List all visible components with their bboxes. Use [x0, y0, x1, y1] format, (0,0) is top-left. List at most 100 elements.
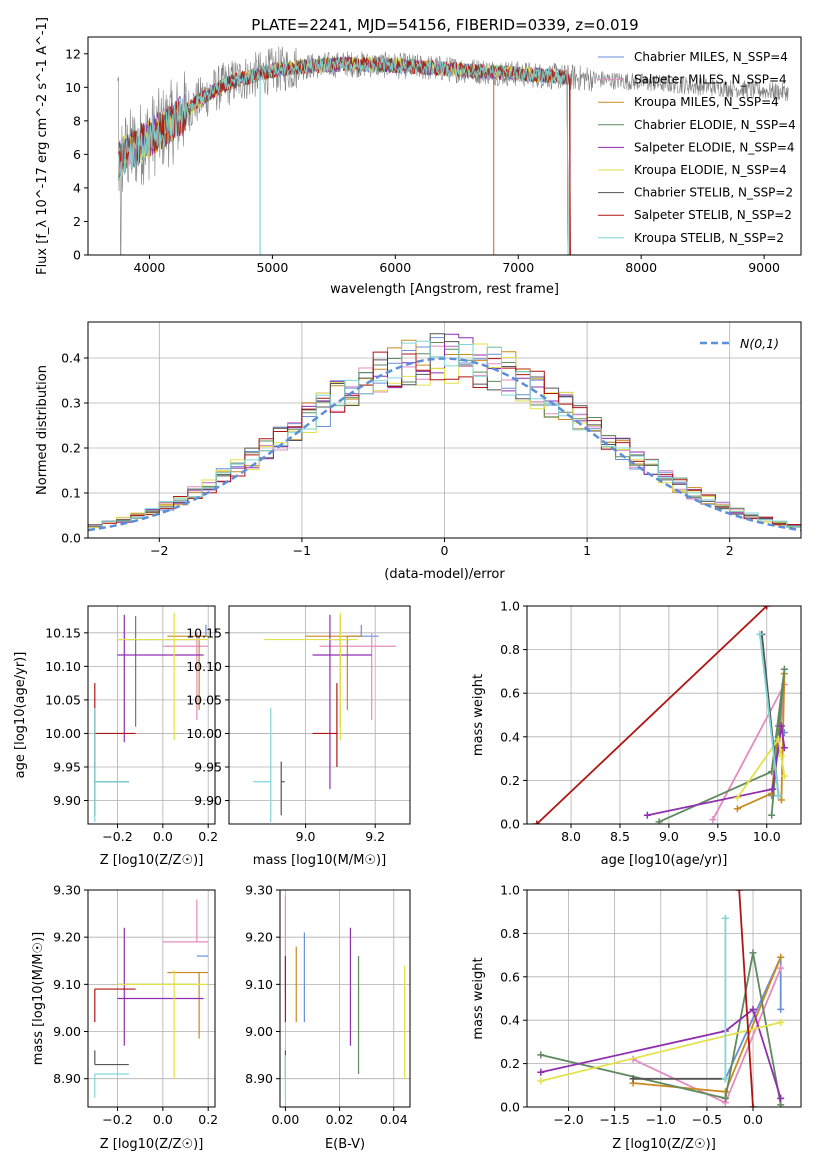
axes-frame	[87, 36, 802, 256]
weight-marker	[769, 785, 777, 793]
weight-marker	[777, 1094, 785, 1102]
axes-frame	[87, 889, 216, 1108]
y-axis-label: mass [log10(M/M☉)]	[31, 932, 46, 1065]
y-tick-label: 0.4	[500, 729, 520, 744]
y-tick-label: 9.95	[53, 759, 81, 774]
y-axis-label: Normed distribution	[35, 365, 50, 495]
y-tick-label: 10.15	[186, 625, 222, 640]
panel-spectrum: 4000 5000 6000 7000 8000 9000 0 2 4 6 8 10 12 wavelen…	[35, 17, 802, 297]
x-axis-label: Z [log10(Z/Z☉)]	[100, 853, 204, 868]
x-tick-label: −2.0	[553, 1112, 583, 1127]
plot-area	[94, 612, 209, 822]
weight-line	[540, 1007, 782, 1099]
legend-entry: Salpeter MILES, N_SSP=4	[634, 73, 787, 87]
legend-entry: Kroupa STELIB, N_SSP=2	[634, 231, 784, 245]
x-tick-label: 8000	[625, 260, 657, 275]
panel-residuals: −2 −1 0 1 2 0.0 0.1 0.2 0.3 0.4 (data-model)/error…	[35, 321, 802, 582]
plot-area	[533, 606, 788, 824]
x-tick-label: 0.2	[198, 829, 218, 844]
weight-marker	[749, 1005, 757, 1013]
plot-area	[88, 333, 801, 532]
weight-marker	[768, 811, 776, 819]
y-tick-label: 0.6	[500, 969, 520, 984]
axes-frame	[87, 605, 216, 825]
weight-line	[738, 890, 754, 1107]
x-tick-label: 0.04	[380, 1112, 408, 1127]
weight-marker	[774, 792, 782, 800]
y-axis-label: age [log10(age/yr)]	[13, 652, 28, 779]
weight-marker	[777, 1018, 785, 1026]
x-axis-label: (data-model)/error	[384, 567, 505, 582]
x-tick-label: 0.02	[326, 1112, 354, 1127]
y-tick-label: 9.90	[53, 793, 81, 808]
weight-marker	[780, 744, 788, 752]
panel-age_vs_mass: 9.0 9.2 9.90 9.95 10.00 10.05 10.10 10.15 mass […	[186, 605, 411, 868]
weight-marker	[777, 964, 785, 972]
x-tick-label: 0.0	[153, 1112, 173, 1127]
y-tick-label: 12	[65, 46, 81, 61]
x-tick-label: 0.0	[153, 829, 173, 844]
weight-marker	[749, 949, 757, 957]
histogram-step-line	[88, 343, 801, 529]
weight-line	[540, 1021, 781, 1082]
weight-marker	[733, 805, 741, 813]
weight-marker	[768, 768, 776, 776]
x-axis-label: Z [log10(Z/Z☉)]	[100, 1137, 204, 1152]
x-tick-label: 0	[441, 543, 449, 558]
y-tick-label: 6	[73, 147, 81, 162]
legend-entry: Chabrier MILES, N_SSP=4	[634, 50, 788, 64]
weight-marker	[643, 811, 651, 819]
panel-mass_vs_Z: −0.2 0.0 0.2 8.90 9.00 9.10 9.20 9.30 Z [log10(Z…	[31, 883, 218, 1153]
y-tick-label: 8.90	[245, 1071, 273, 1086]
x-tick-label: −1.5	[599, 1112, 629, 1127]
x-tick-label: 9000	[748, 260, 780, 275]
weight-marker	[655, 818, 663, 824]
panel-age_vs_Z: −0.2 0.0 0.2 9.90 9.95 10.00 10.05 10.10 10.15 Z …	[13, 605, 218, 868]
x-tick-label: 6000	[379, 260, 411, 275]
y-tick-label: 10.10	[186, 659, 222, 674]
axes-frame	[228, 605, 411, 825]
x-axis-label: Z [log10(Z/Z☉)]	[612, 1137, 716, 1152]
x-tick-label: −0.5	[692, 1112, 722, 1127]
weight-marker	[763, 606, 771, 610]
x-tick-label: 7000	[502, 260, 534, 275]
weight-marker	[533, 820, 541, 824]
weight-marker	[733, 794, 741, 802]
x-tick-label: 0.00	[271, 1112, 299, 1127]
weight-marker	[780, 772, 788, 780]
y-tick-label: 0.6	[500, 686, 520, 701]
plot-area	[284, 894, 406, 1103]
y-tick-label: 8.90	[53, 1071, 81, 1086]
weight-marker	[629, 1075, 637, 1083]
weight-marker	[709, 816, 717, 824]
legend: Chabrier MILES, N_SSP=4 Salpeter MILES, N…	[598, 50, 796, 245]
x-axis-label: mass [log10(M/M☉)]	[253, 853, 386, 868]
x-tick-label: 2	[726, 543, 734, 558]
y-tick-label: 2	[73, 214, 81, 229]
legend-entry: Chabrier STELIB, N_SSP=2	[634, 186, 793, 200]
y-axis-label: mass weight	[471, 957, 486, 1039]
y-tick-label: 10.15	[45, 625, 81, 640]
y-tick-label: 0.0	[61, 531, 81, 546]
y-tick-label: 10.05	[186, 692, 222, 707]
weight-marker	[735, 890, 743, 894]
axes-frame	[526, 605, 802, 825]
x-tick-label: 9.5	[708, 829, 728, 844]
y-tick-label: 8	[73, 113, 81, 128]
legend-entry: N(0,1)	[740, 336, 779, 351]
x-tick-label: 9.0	[659, 829, 679, 844]
panel-weight_vs_age: 8.0 8.5 9.0 9.5 10.0 0.0 0.2 0.4 0.6 0.8 1.0 age [l…	[471, 599, 802, 868]
weight-marker	[537, 1068, 545, 1076]
y-tick-label: 10	[65, 80, 81, 95]
weight-marker	[721, 1094, 729, 1102]
x-tick-label: −0.2	[102, 829, 132, 844]
x-tick-label: −2	[150, 543, 168, 558]
weight-line	[536, 606, 768, 824]
weight-marker	[777, 1101, 785, 1107]
weight-marker	[774, 735, 782, 743]
y-tick-label: 0.0	[500, 817, 520, 832]
x-tick-label: −0.2	[102, 1112, 132, 1127]
y-tick-label: 9.20	[245, 930, 273, 945]
y-tick-label: 9.30	[53, 883, 81, 898]
